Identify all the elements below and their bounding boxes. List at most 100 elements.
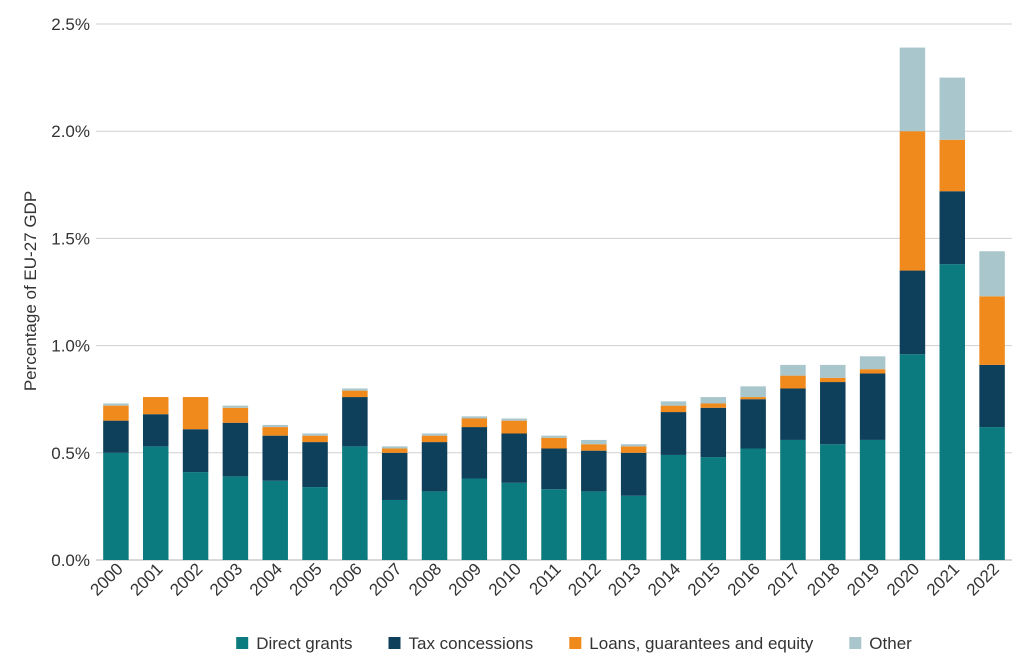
bar-segment xyxy=(501,433,527,483)
y-tick-label: 2.0% xyxy=(51,122,90,141)
y-axis-title: Percentage of EU-27 GDP xyxy=(21,191,40,391)
bar-segment xyxy=(780,439,806,560)
legend: Direct grants Tax concessions Loans, guara… xyxy=(236,634,912,653)
bar-segment xyxy=(421,433,448,436)
bar-segment xyxy=(222,476,249,560)
bar-segment xyxy=(660,405,687,413)
bar-segment xyxy=(421,442,448,492)
bar-segment xyxy=(780,388,806,440)
bar-segment xyxy=(820,444,846,560)
bar-segment xyxy=(342,446,368,560)
bar-segment xyxy=(342,390,368,398)
bar-segment xyxy=(859,373,886,440)
y-tick-label: 1.5% xyxy=(51,229,90,248)
x-axis-ticks: 2000 2001 2002 2003 2004 2005 2006 2007 2008 2009… xyxy=(87,559,1003,599)
bar-segment xyxy=(262,427,288,436)
x-tick-label: 2011 xyxy=(526,559,565,598)
bar-segment xyxy=(342,397,368,447)
legend-label: Tax concessions xyxy=(409,634,534,653)
bar-segment xyxy=(461,418,488,428)
bar-segment xyxy=(541,435,567,438)
bar-segment xyxy=(740,448,766,560)
bar-segment xyxy=(501,482,527,560)
legend-item: Loans, guarantees and equity xyxy=(569,634,814,653)
x-tick-label: 2007 xyxy=(365,559,405,599)
x-tick-label: 2014 xyxy=(644,559,684,599)
x-tick-label: 2019 xyxy=(843,559,883,599)
bar-segment xyxy=(302,487,328,560)
bar-segment xyxy=(740,399,766,449)
legend-item: Direct grants xyxy=(236,634,353,653)
y-tick-label: 2.5% xyxy=(51,15,90,34)
bar-segment xyxy=(780,375,806,389)
x-tick-label: 2002 xyxy=(166,559,206,599)
bar-segment xyxy=(421,491,448,560)
bar-segment xyxy=(939,191,966,265)
x-tick-label: 2004 xyxy=(246,559,286,599)
bar-segment xyxy=(859,369,886,374)
legend-swatch xyxy=(569,637,582,649)
bar-segment xyxy=(342,388,368,391)
bar-segment xyxy=(859,356,886,370)
bar-segment xyxy=(222,405,249,408)
bar-segment xyxy=(381,448,408,453)
y-tick-label: 1.0% xyxy=(51,337,90,356)
bar-segment xyxy=(939,139,966,192)
x-tick-label: 2013 xyxy=(604,559,644,599)
x-tick-label: 2015 xyxy=(684,559,724,599)
bar-segment xyxy=(820,382,846,445)
y-axis-ticks: 0.0% 0.5% 1.0% 1.5% 2.0% 2.5% xyxy=(51,15,90,570)
legend-label: Other xyxy=(869,634,912,653)
bar-segment xyxy=(979,427,1005,560)
bar-segment xyxy=(581,444,607,451)
bar-segment xyxy=(660,401,687,406)
bar-segment xyxy=(660,412,687,455)
x-tick-label: 2003 xyxy=(206,559,246,599)
bar-segment xyxy=(103,405,129,421)
bar-segment xyxy=(620,452,647,496)
bar-segment xyxy=(700,457,727,560)
bar-segment xyxy=(461,427,488,479)
bar-segment xyxy=(103,420,129,453)
bar-segment xyxy=(302,435,328,443)
bar-segment xyxy=(660,454,687,560)
bar-segment xyxy=(700,403,727,408)
x-tick-label: 2021 xyxy=(923,559,963,599)
x-tick-label: 2017 xyxy=(764,559,804,599)
bar-segment xyxy=(820,377,846,383)
bar-segment xyxy=(182,472,209,560)
legend-swatch xyxy=(849,637,862,649)
legend-item: Other xyxy=(849,634,912,653)
bar-segment xyxy=(142,446,169,560)
bar-segment xyxy=(859,439,886,560)
x-tick-label: 2022 xyxy=(963,559,1003,599)
bar-segment xyxy=(182,429,209,473)
bar-segment xyxy=(541,448,567,490)
bar-segment xyxy=(381,499,408,560)
bar-segment xyxy=(222,407,249,423)
legend-label: Loans, guarantees and equity xyxy=(589,634,814,653)
bar-segment xyxy=(222,422,249,477)
bar-segment xyxy=(461,478,488,560)
bar-segment xyxy=(103,452,129,560)
bar-segment xyxy=(581,491,607,560)
bar-segment xyxy=(700,397,727,404)
legend-swatch xyxy=(388,637,401,649)
bar-segment xyxy=(262,480,288,560)
bar-segment xyxy=(501,420,527,434)
legend-swatch xyxy=(236,637,249,649)
bar-segment xyxy=(501,418,527,421)
bar-segment xyxy=(740,397,766,400)
legend-label: Direct grants xyxy=(256,634,352,653)
x-tick-label: 2018 xyxy=(803,559,843,599)
bar-segment xyxy=(541,437,567,449)
y-tick-label: 0.0% xyxy=(51,551,90,570)
x-tick-label: 2016 xyxy=(724,559,764,599)
x-tick-label: 2006 xyxy=(326,559,366,599)
bar-segment xyxy=(899,131,926,271)
bar-segment xyxy=(581,450,607,492)
x-tick-label: 2001 xyxy=(126,559,166,599)
bar-segment xyxy=(581,439,607,445)
bar-segment xyxy=(262,435,288,481)
